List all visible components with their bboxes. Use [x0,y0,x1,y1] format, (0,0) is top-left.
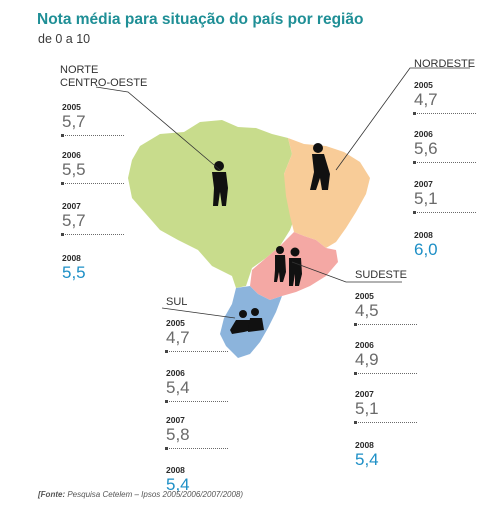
data-value: 5,7 [62,112,86,131]
data-value: 5,1 [414,189,438,208]
year-label: 2006 [62,150,81,160]
region-name-sul: SUL [166,296,188,308]
data-entry-sul-2008: 2008 5,4 [166,465,246,494]
person-silhouette-nordeste [310,143,330,190]
year-label: 2006 [166,368,185,378]
data-value: 4,9 [355,350,379,369]
data-entry-nordeste-2008: 2008 6,0 [414,230,494,259]
dotted-separator [166,401,228,402]
data-entry-nordeste-2006: 2006 5,6 [414,129,494,163]
data-entry-nordeste-2005: 2005 4,7 [414,80,494,114]
data-value: 5,6 [414,139,438,158]
dotted-separator [414,212,476,213]
year-label: 2008 [166,465,185,475]
year-label: 2008 [414,230,433,240]
year-label: 2005 [414,80,433,90]
region-name-nordeste: NORDESTE [414,58,476,70]
dotted-separator [414,162,476,163]
data-value: 6,0 [414,240,438,259]
callout-line-nordeste [335,67,470,171]
year-label: 2008 [355,440,374,450]
region-shape-nordeste [284,138,370,248]
data-value: 5,8 [166,425,190,444]
data-entry-sul-2005: 2005 4,7 [166,318,246,352]
data-value: 5,4 [355,450,379,469]
data-entry-sudeste-2008: 2008 5,4 [355,440,435,469]
data-value: 5,5 [62,263,86,282]
callout-line-sudeste [291,261,402,283]
dotted-separator [166,351,228,352]
person-silhouette-norte [212,161,228,206]
data-value: 5,4 [166,378,190,397]
year-label: 2005 [355,291,374,301]
dotted-separator [355,373,417,374]
source-text: Pesquisa Cetelem – Ipsos 2005/2006/2007/… [67,490,244,499]
data-entry-nordeste-2007: 2007 5,1 [414,179,494,213]
people-silhouette-sudeste [274,246,302,286]
callout-line-sul [161,307,236,319]
data-entry-sul-2006: 2006 5,4 [166,368,246,402]
data-value: 5,1 [355,399,379,418]
data-entry-norte-centro-oeste-2006: 2006 5,5 [62,150,142,184]
year-label: 2007 [414,179,433,189]
data-value: 4,7 [414,90,438,109]
dotted-separator [62,234,124,235]
data-entry-sudeste-2007: 2007 5,1 [355,389,435,423]
dotted-separator [62,135,124,136]
chart-title: Nota média para situação do país por reg… [37,11,364,28]
year-label: 2007 [166,415,185,425]
dotted-separator [62,183,124,184]
callout-line-norte [95,86,221,171]
data-entry-norte-centro-oeste-2008: 2008 5,5 [62,253,142,282]
dotted-separator [355,422,417,423]
region-name-norte-centro-oeste-line2: CENTRO-OESTE [60,77,148,89]
year-label: 2007 [355,389,374,399]
data-value: 4,5 [355,301,379,320]
data-entry-norte-centro-oeste-2007: 2007 5,7 [62,201,142,235]
data-value: 5,5 [62,160,86,179]
region-name-sudeste: SUDESTE [355,269,407,281]
data-value: 4,7 [166,328,190,347]
year-label: 2005 [62,102,81,112]
dotted-separator [355,324,417,325]
dotted-separator [414,113,476,114]
data-entry-norte-centro-oeste-2005: 2005 5,7 [62,102,142,136]
source-label: [Fonte: [38,490,66,499]
data-entry-sul-2007: 2007 5,8 [166,415,246,449]
dotted-separator [166,448,228,449]
source-note: [Fonte: Pesquisa Cetelem – Ipsos 2005/20… [38,490,243,499]
data-entry-sudeste-2006: 2006 4,9 [355,340,435,374]
year-label: 2006 [355,340,374,350]
region-shape-norte-centro-oeste [128,120,296,288]
year-label: 2005 [166,318,185,328]
year-label: 2007 [62,201,81,211]
year-label: 2008 [62,253,81,263]
people-silhouette-sul [230,308,264,334]
region-name-norte-centro-oeste: NORTE [60,64,99,76]
data-value: 5,7 [62,211,86,230]
chart-subtitle: de 0 a 10 [38,32,91,46]
data-entry-sudeste-2005: 2005 4,5 [355,291,435,325]
data-value: 5,4 [166,475,190,494]
year-label: 2006 [414,129,433,139]
